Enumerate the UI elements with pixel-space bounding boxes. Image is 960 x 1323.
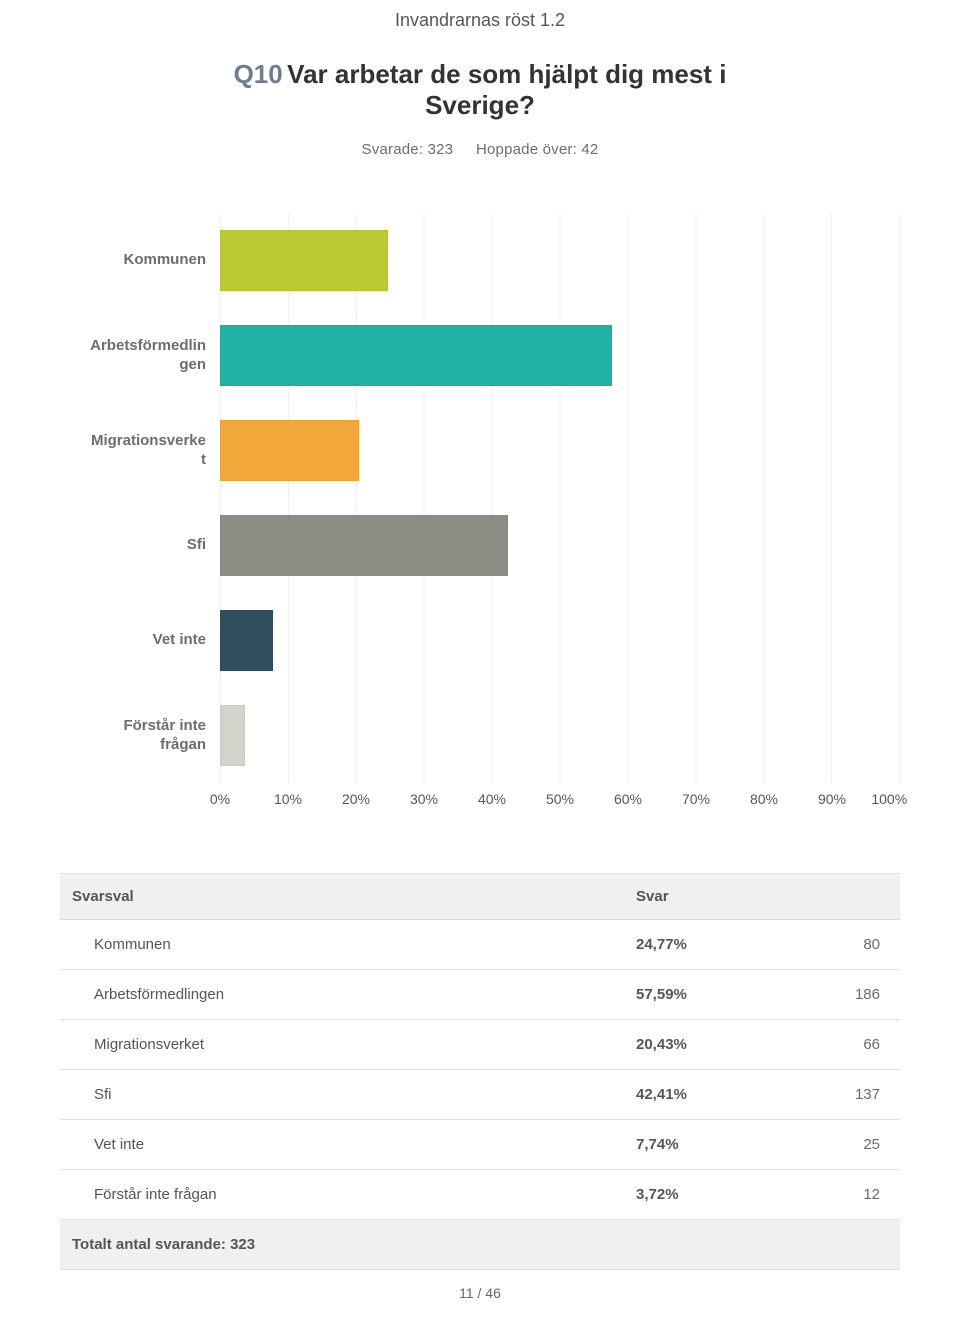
category-label-line: frågan [160,736,206,755]
bar-chart: KommunenArbetsförmedlingenMigrationsverk… [60,213,900,823]
row-name: Förstår inte frågan [60,1170,624,1220]
x-tick: 0% [210,791,230,807]
row-count: 66 [788,1020,900,1070]
x-tick: 90% [818,791,846,807]
x-tick: 10% [274,791,302,807]
x-axis-ticks: 0%10%20%30%40%50%60%70%80%90%100% [220,783,900,823]
category-label-line: Kommunen [124,251,207,270]
bar [220,515,508,576]
plot-cell [220,403,900,498]
bar [220,705,245,766]
gridlines [220,688,900,783]
bar [220,325,612,386]
plot-cell [220,308,900,403]
row-percent: 20,43% [624,1020,788,1070]
row-count: 12 [788,1170,900,1220]
category-label: Vet inte [60,593,220,688]
table-row: Migrationsverket20,43%66 [60,1020,900,1070]
category-label-line: Sfi [187,536,206,555]
x-tick: 80% [750,791,778,807]
category-label-line: Migrationsverke [91,432,206,451]
x-tick: 50% [546,791,574,807]
plot-cell [220,593,900,688]
table-row: Arbetsförmedlingen57,59%186 [60,970,900,1020]
results-table: Svarsval Svar Kommunen24,77%80Arbetsförm… [60,873,900,1270]
bar [220,610,273,671]
gridlines [220,593,900,688]
plot-cell [220,213,900,308]
answered-value: 323 [428,141,454,158]
x-tick: 40% [478,791,506,807]
row-percent: 3,72% [624,1170,788,1220]
row-name: Kommunen [60,920,624,970]
x-tick: 20% [342,791,370,807]
table-header-col2: Svar [624,874,900,920]
plot-cell [220,498,900,593]
bar [220,230,388,291]
row-count: 137 [788,1070,900,1120]
category-label-line: t [201,451,206,470]
bar [220,420,359,481]
x-tick: 100% [871,791,907,807]
category-label-line: Arbetsförmedlin [90,337,206,356]
x-tick: 60% [614,791,642,807]
x-axis: 0%10%20%30%40%50%60%70%80%90%100% [60,783,900,823]
page: Invandrarnas röst 1.2 Q10 Var arbetar de… [0,0,960,1323]
row-count: 80 [788,920,900,970]
x-tick: 30% [410,791,438,807]
category-label: Förstår intefrågan [60,688,220,783]
category-label-line: gen [179,356,206,375]
question-prefix: Q10 [234,59,283,89]
category-label: Arbetsförmedlingen [60,308,220,403]
row-count: 25 [788,1120,900,1170]
table-body: Kommunen24,77%80Arbetsförmedlingen57,59%… [60,920,900,1270]
doc-title: Invandrarnas röst 1.2 [60,0,900,31]
bar-chart-rows: KommunenArbetsförmedlingenMigrationsverk… [60,213,900,783]
question-title: Q10 Var arbetar de som hjälpt dig mest i… [60,59,900,121]
x-tick: 70% [682,791,710,807]
table-total-row: Totalt antal svarande: 323 [60,1220,900,1270]
table-row: Sfi42,41%137 [60,1070,900,1120]
page-number: 11 / 46 [0,1285,960,1301]
row-name: Sfi [60,1070,624,1120]
answered-label: Svarade: [362,141,424,158]
row-percent: 57,59% [624,970,788,1020]
row-percent: 24,77% [624,920,788,970]
category-label-line: Förstår inte [123,717,206,736]
category-label-line: Vet inte [153,631,206,650]
table-row: Vet inte7,74%25 [60,1120,900,1170]
category-label: Migrationsverket [60,403,220,498]
row-name: Migrationsverket [60,1020,624,1070]
question-text-line2: Sverige? [425,90,535,120]
skipped-label: Hoppade över: [476,141,577,158]
table-header-col1: Svarsval [60,874,624,920]
row-count: 186 [788,970,900,1020]
skipped-value: 42 [581,141,598,158]
category-label: Sfi [60,498,220,593]
question-text-line1: Var arbetar de som hjälpt dig mest i [287,59,726,89]
row-percent: 42,41% [624,1070,788,1120]
row-name: Arbetsförmedlingen [60,970,624,1020]
plot-cell [220,688,900,783]
table-row: Förstår inte frågan3,72%12 [60,1170,900,1220]
table-total-label: Totalt antal svarande: 323 [60,1220,900,1270]
response-meta: Svarade: 323 Hoppade över: 42 [60,141,900,158]
category-label: Kommunen [60,213,220,308]
row-name: Vet inte [60,1120,624,1170]
row-percent: 7,74% [624,1120,788,1170]
table-row: Kommunen24,77%80 [60,920,900,970]
